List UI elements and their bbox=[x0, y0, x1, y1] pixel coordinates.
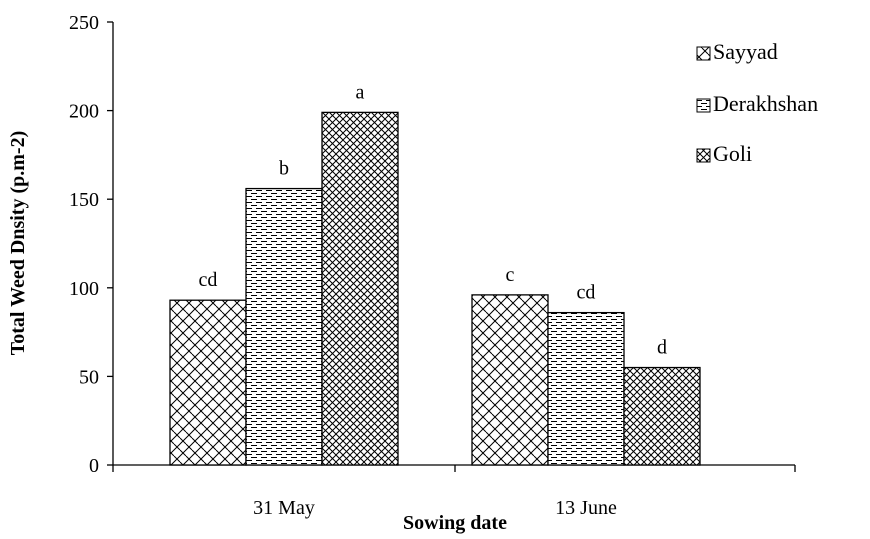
data-label: cd bbox=[199, 269, 218, 291]
legend-label-derakhshan: Derakhshan bbox=[713, 91, 818, 116]
data-label: a bbox=[356, 81, 365, 103]
y-tick-label: 200 bbox=[69, 101, 99, 123]
y-axis-title: Total Weed Dnsity (p.m-2) bbox=[7, 131, 29, 355]
legend-swatch-goli bbox=[696, 148, 711, 163]
y-ticks: 0 50 100 150 200 250 bbox=[69, 12, 113, 477]
y-tick-label: 0 bbox=[89, 455, 99, 477]
bar-sayyad-2 bbox=[471, 294, 549, 466]
y-tick-label: 100 bbox=[69, 278, 99, 300]
legend-label-goli: Goli bbox=[713, 141, 752, 166]
x-tick-label: 31 May bbox=[253, 497, 315, 519]
y-tick-label: 150 bbox=[69, 189, 99, 211]
bar-goli-1 bbox=[321, 111, 399, 466]
legend-swatch-sayyad bbox=[696, 46, 711, 61]
data-label: b bbox=[279, 158, 289, 180]
legend: Sayyad Derakhshan Goli bbox=[696, 39, 818, 166]
y-tick-label: 250 bbox=[69, 12, 99, 34]
x-axis-title: Sowing date bbox=[403, 512, 507, 534]
bar-derakhshan-1 bbox=[245, 187, 323, 466]
data-label: cd bbox=[577, 282, 596, 304]
data-label: c bbox=[506, 264, 515, 286]
data-labels: cd c b cd a d bbox=[199, 81, 667, 358]
legend-label-sayyad: Sayyad bbox=[713, 39, 778, 64]
x-ticks: 31 May 13 June bbox=[112, 465, 796, 519]
bar-sayyad-1 bbox=[169, 299, 247, 466]
bar-goli-2 bbox=[623, 366, 701, 466]
bars bbox=[169, 111, 701, 466]
y-tick-label: 50 bbox=[79, 366, 99, 388]
legend-swatch-derakhshan bbox=[696, 98, 711, 113]
data-label: d bbox=[657, 337, 667, 359]
x-tick-label: 13 June bbox=[555, 497, 617, 519]
bar-derakhshan-2 bbox=[547, 311, 625, 466]
